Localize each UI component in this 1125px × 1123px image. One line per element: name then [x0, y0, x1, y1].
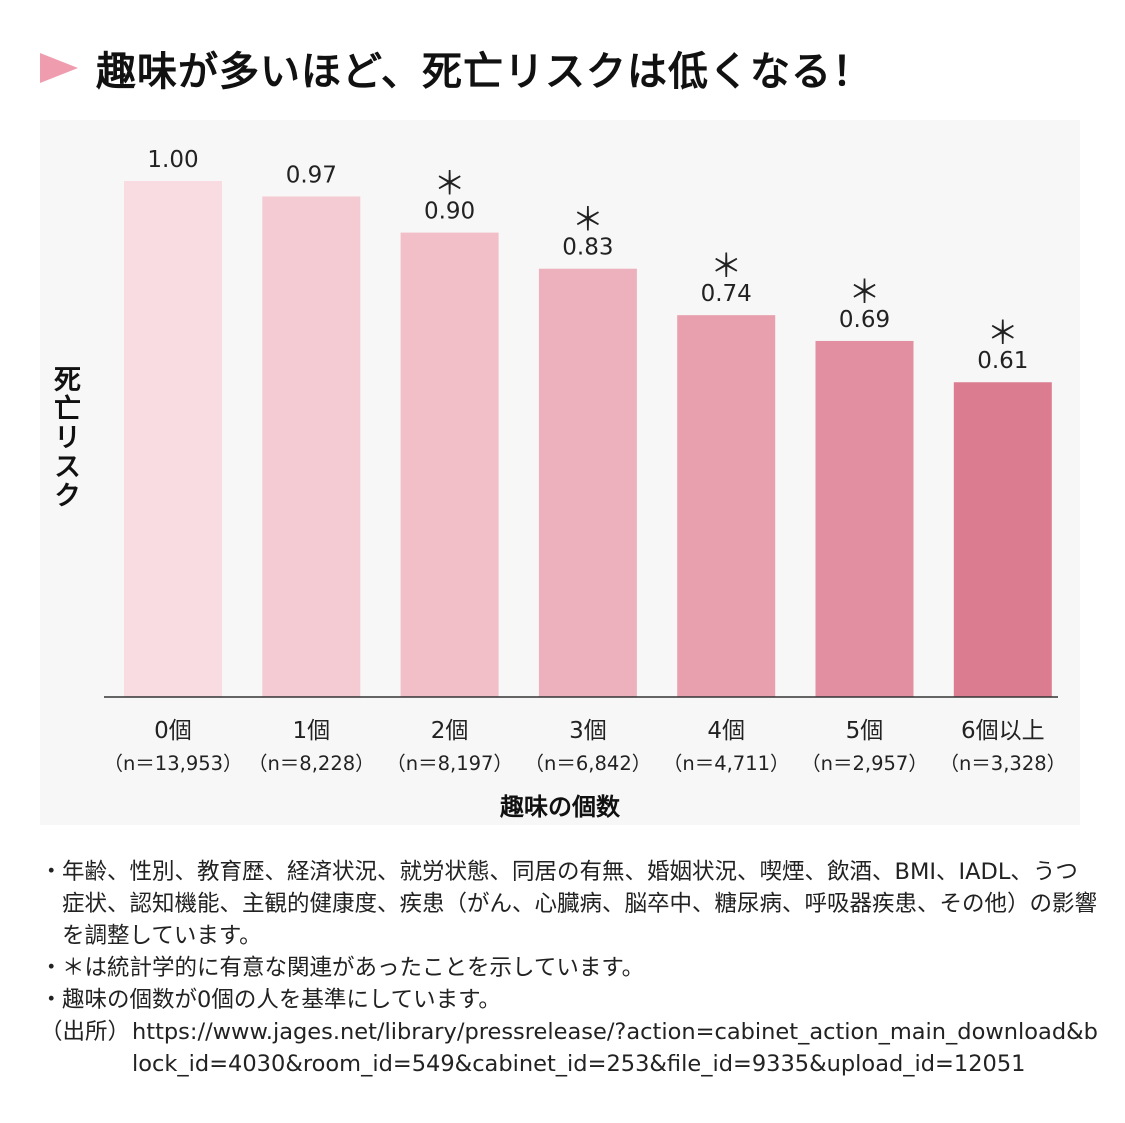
bar-3	[538, 268, 637, 697]
significance-marker: ＊	[848, 273, 880, 311]
note-bullet: ・	[40, 987, 63, 1013]
significance-marker: ＊	[710, 247, 742, 285]
category-label: 1個	[292, 718, 330, 744]
notes-section: ・ 年齢、性別、教育歴、経済状況、就労状態、同居の有無、婚姻状況、喫煙、飲酒、B…	[40, 856, 1100, 1080]
value-label: 0.90	[424, 199, 475, 225]
note-item: ・ 年齢、性別、教育歴、経済状況、就労状態、同居の有無、婚姻状況、喫煙、飲酒、B…	[40, 856, 1100, 952]
category-label: 2個	[431, 718, 469, 744]
significance-marker: ＊	[987, 314, 1019, 352]
sample-size-label: （n＝3,328）	[939, 752, 1066, 775]
category-label: 0個	[154, 718, 192, 744]
value-label: 0.97	[286, 162, 337, 188]
chart-title: 趣味が多いほど、死亡リスクは低くなる！	[96, 49, 873, 95]
sample-size-label: （n＝6,842）	[525, 752, 652, 775]
value-label: 1.00	[147, 147, 198, 173]
sample-size-label: （n＝13,953）	[103, 752, 242, 775]
source-citation: （出所） https://www.jages.net/library/press…	[40, 1016, 1100, 1080]
note-bullet: ・	[40, 859, 63, 885]
y-axis-label: 死亡リスク	[49, 365, 80, 510]
value-label: 0.69	[839, 307, 890, 333]
bar-6	[953, 382, 1052, 697]
sample-size-label: （n＝8,197）	[386, 752, 513, 775]
title-arrow-icon	[40, 53, 78, 83]
note-item: ・ 趣味の個数が0個の人を基準にしています。	[40, 984, 1100, 1016]
bars-layer	[124, 181, 1052, 698]
value-label: 0.74	[701, 281, 752, 307]
significance-marker: ＊	[434, 165, 466, 203]
category-label: 5個	[846, 718, 884, 744]
category-label: 6個以上	[961, 718, 1045, 744]
title-row: 趣味が多いほど、死亡リスクは低くなる！	[40, 38, 873, 98]
note-item: ・ ＊は統計学的に有意な関連があったことを示しています。	[40, 952, 1100, 984]
note-text: 年齢、性別、教育歴、経済状況、就労状態、同居の有無、婚姻状況、喫煙、飲酒、BMI…	[62, 859, 1098, 949]
bar-0	[124, 181, 222, 697]
note-text: 趣味の個数が0個の人を基準にしています。	[62, 987, 501, 1013]
sample-size-label: （n＝8,228）	[248, 752, 375, 775]
category-label: 4個	[707, 718, 745, 744]
bar-1	[262, 196, 361, 698]
source-label: （出所）	[40, 1019, 131, 1045]
x-axis-label: 趣味の個数	[499, 793, 621, 821]
sample-size-label: （n＝2,957）	[801, 752, 928, 775]
bar-chart: 1.000個（n＝13,953）0.971個（n＝8,228）0.90＊2個（n…	[103, 147, 1066, 821]
bar-2	[400, 232, 499, 697]
bar-4	[677, 315, 776, 697]
sample-size-label: （n＝4,711）	[663, 752, 790, 775]
category-label: 3個	[569, 718, 607, 744]
bar-5	[815, 340, 914, 697]
note-text: ＊は統計学的に有意な関連があったことを示しています。	[62, 955, 645, 981]
note-bullet: ・	[40, 955, 63, 981]
value-label: 0.61	[977, 348, 1028, 374]
value-label: 0.83	[562, 235, 613, 261]
significance-marker: ＊	[572, 201, 604, 239]
source-url[interactable]: https://www.jages.net/library/pressrelea…	[132, 1019, 1098, 1077]
labels-layer: 1.000個（n＝13,953）0.971個（n＝8,228）0.90＊2個（n…	[103, 147, 1066, 775]
